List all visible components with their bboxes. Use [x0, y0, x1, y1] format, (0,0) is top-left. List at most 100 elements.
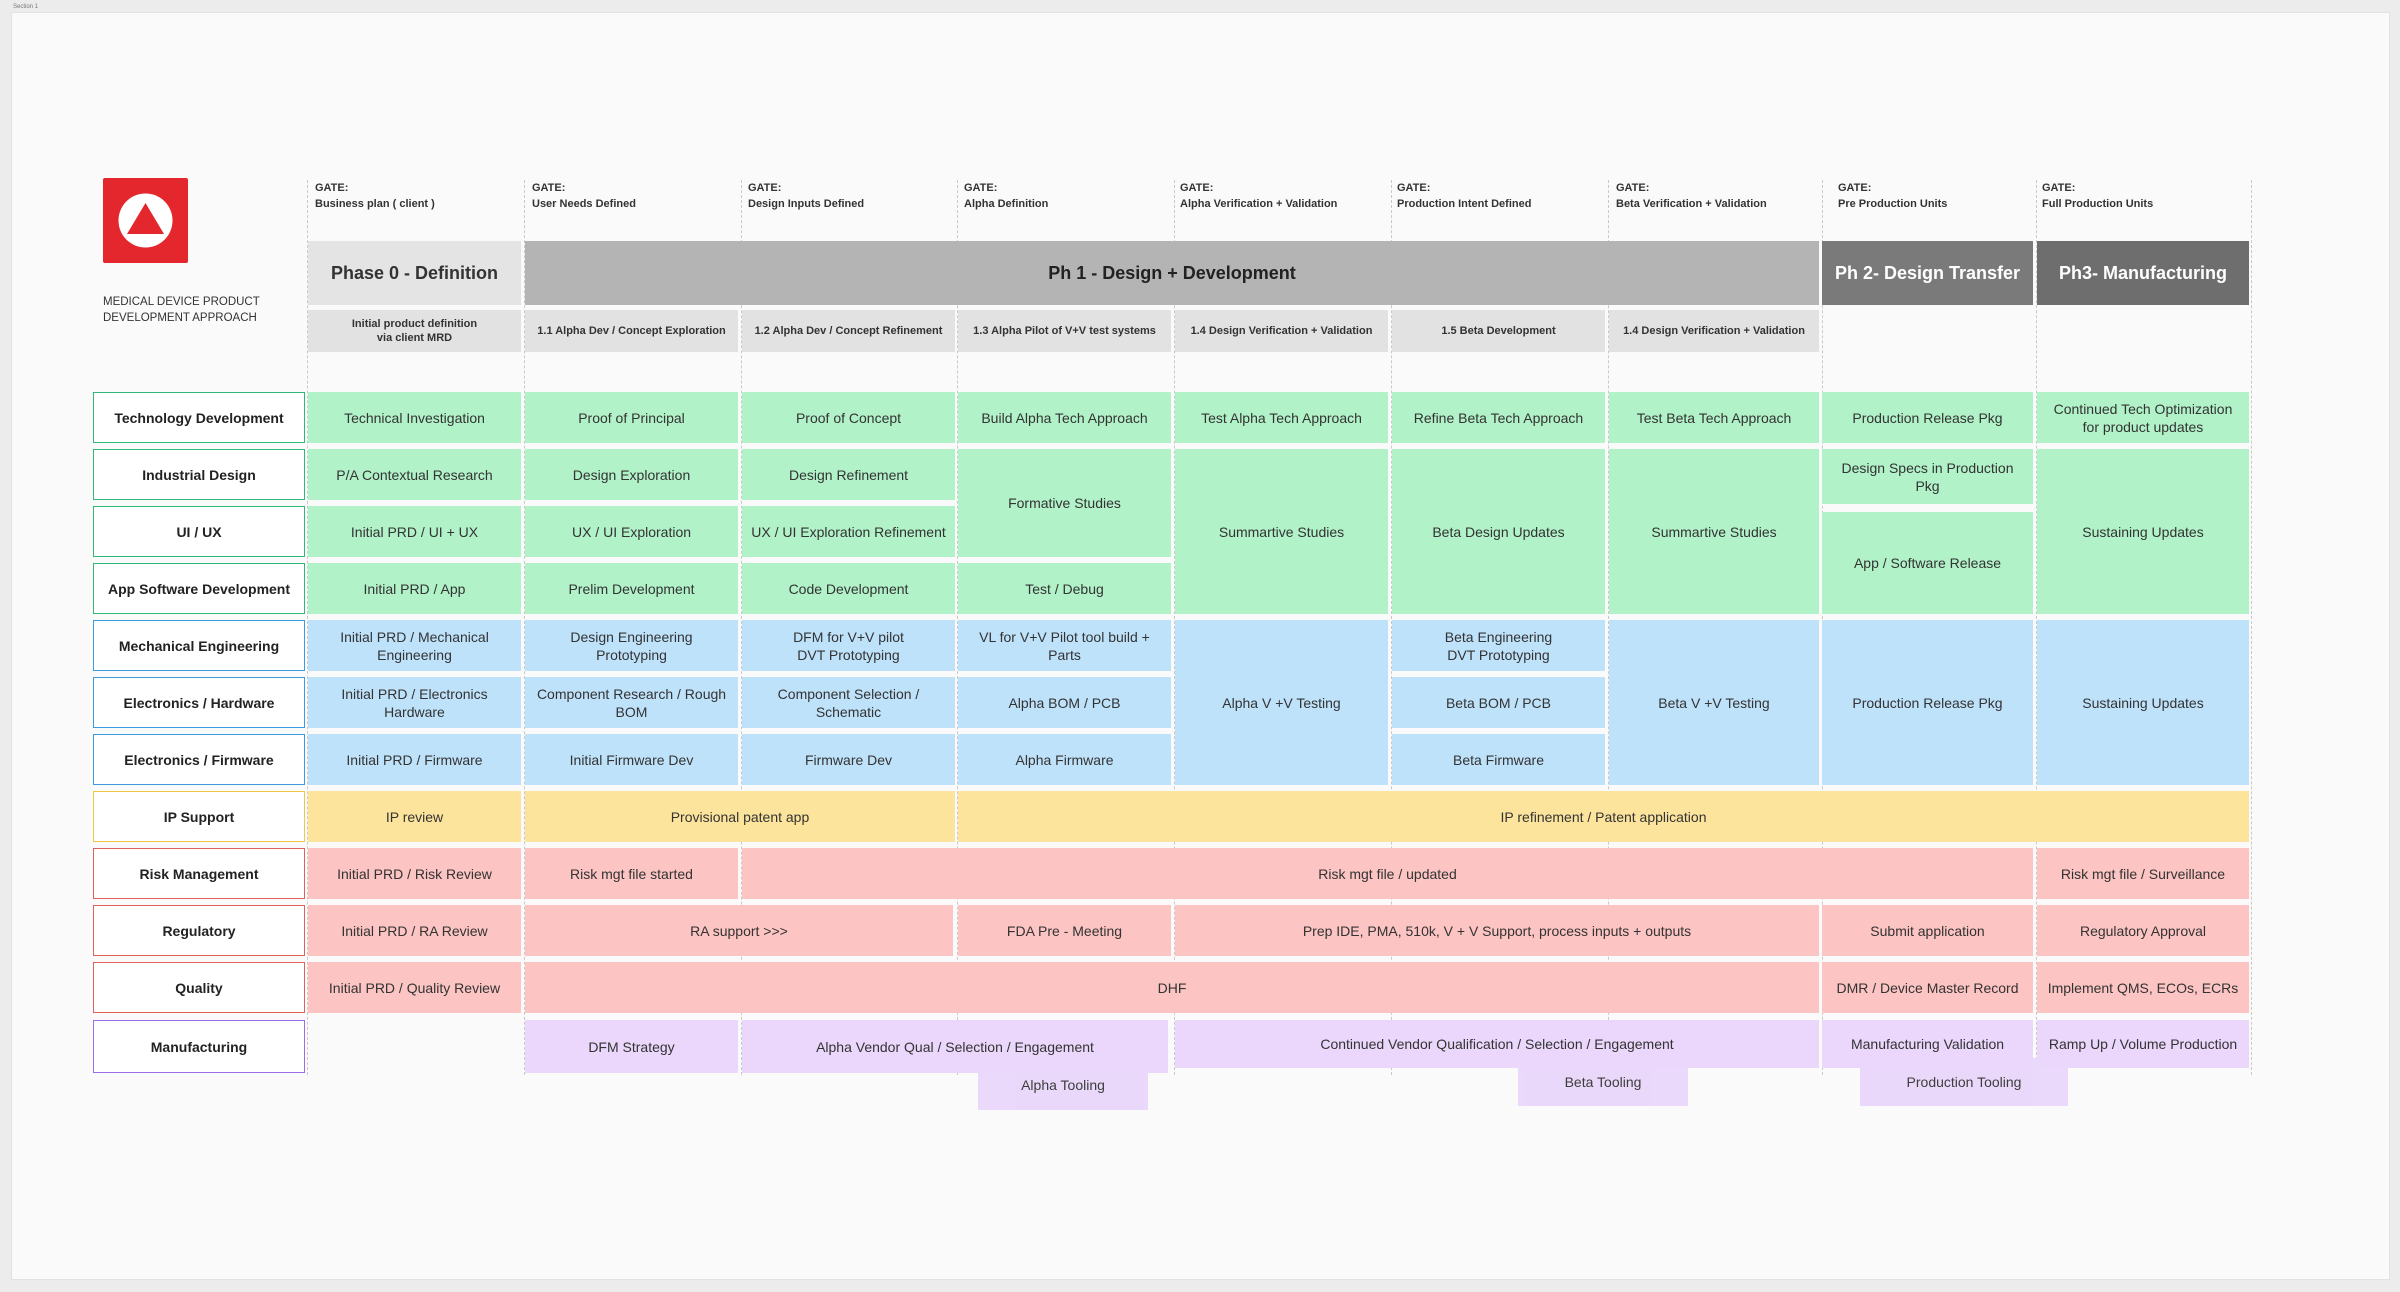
- task-cell: Design Specs in Production Pkg: [1822, 449, 2033, 504]
- gate: GATE: Design Inputs Defined: [748, 180, 958, 212]
- task-cell: Code Development: [742, 563, 955, 614]
- task-cell: Initial PRD / Electronics Hardware: [308, 677, 521, 728]
- task-cell: Initial PRD / UI + UX: [308, 506, 521, 557]
- gate-line: [741, 180, 742, 1075]
- row-label-mechanical-engineering: Mechanical Engineering: [93, 620, 305, 671]
- task-cell: Implement QMS, ECOs, ECRs: [2037, 962, 2249, 1013]
- task-cell: RA support >>>: [525, 905, 953, 956]
- task-cell: IP refinement / Patent application: [958, 791, 2249, 842]
- gate: GATE: Full Production Units: [2042, 180, 2242, 212]
- gate-name: Beta Verification + Validation: [1616, 198, 1767, 210]
- task-cell: Design Engineering Prototyping: [525, 620, 738, 671]
- task-cell: Initial PRD / Quality Review: [308, 962, 521, 1013]
- task-cell: Prep IDE, PMA, 510k, V + V Support, proc…: [1175, 905, 1819, 956]
- task-cell: IP review: [308, 791, 521, 842]
- task-cell: Alpha Firmware: [958, 734, 1171, 785]
- task-cell: Beta V +V Testing: [1609, 620, 1819, 785]
- gate-line: [1174, 180, 1175, 1075]
- gate: GATE: Production Intent Defined: [1397, 180, 1607, 212]
- gate: GATE: Pre Production Units: [1838, 180, 2038, 212]
- phase-header: Ph 2- Design Transfer: [1822, 241, 2033, 305]
- task-cell: Ramp Up / Volume Production: [2037, 1020, 2249, 1068]
- task-cell: Beta Design Updates: [1392, 449, 1605, 614]
- task-cell: Continued Vendor Qualification / Selecti…: [1175, 1020, 1819, 1068]
- gate-name: Full Production Units: [2042, 198, 2154, 210]
- gate-line: [2036, 180, 2037, 1075]
- task-cell: Firmware Dev: [742, 734, 955, 785]
- task-cell: DHF: [525, 962, 1819, 1013]
- task-cell: Beta BOM / PCB: [1392, 677, 1605, 728]
- task-cell: Initial PRD / RA Review: [308, 905, 521, 956]
- row-label-ip-support: IP Support: [93, 791, 305, 842]
- task-cell: DMR / Device Master Record: [1822, 962, 2033, 1013]
- task-cell: Regulatory Approval: [2037, 905, 2249, 956]
- task-cell: Beta Engineering DVT Prototyping: [1392, 620, 1605, 671]
- gate-label: GATE:: [1180, 182, 1214, 194]
- task-cell: Alpha BOM / PCB: [958, 677, 1171, 728]
- gate: GATE: Alpha Definition: [964, 180, 1174, 212]
- subphase-header: 1.5 Beta Development: [1392, 310, 1605, 352]
- task-cell: FDA Pre - Meeting: [958, 905, 1171, 956]
- row-label-ui-ux: UI / UX: [93, 506, 305, 557]
- phase-header: Phase 0 - Definition: [308, 241, 521, 305]
- gate-label: GATE:: [532, 182, 566, 194]
- task-cell: Formative Studies: [958, 449, 1171, 557]
- task-cell: VL for V+V Pilot tool build + Parts: [958, 620, 1171, 671]
- row-label-regulatory: Regulatory: [93, 905, 305, 956]
- task-cell: Technical Investigation: [308, 392, 521, 443]
- row-label-quality: Quality: [93, 962, 305, 1013]
- task-cell: Test / Debug: [958, 563, 1171, 614]
- task-cell: Provisional patent app: [525, 791, 955, 842]
- gate-line: [524, 180, 525, 1075]
- task-cell: Risk mgt file / updated: [742, 848, 2033, 899]
- gate-name: Alpha Definition: [964, 198, 1049, 210]
- gate-label: GATE:: [1397, 182, 1431, 194]
- subphase-header: Initial product definition via client MR…: [308, 310, 521, 352]
- task-cell: Sustaining Updates: [2037, 620, 2249, 785]
- task-cell: Production Release Pkg: [1822, 620, 2033, 785]
- task-cell: Initial PRD / App: [308, 563, 521, 614]
- task-cell: Risk mgt file / Surveillance: [2037, 848, 2249, 899]
- gate-name: User Needs Defined: [532, 198, 636, 210]
- task-cell: UX / UI Exploration Refinement: [742, 506, 955, 557]
- phase-header: Ph3- Manufacturing: [2037, 241, 2249, 305]
- tooling-note: Production Tooling: [1860, 1058, 2068, 1106]
- gate-name: Production Intent Defined: [1397, 198, 1532, 210]
- task-cell: Initial PRD / Mechanical Engineering: [308, 620, 521, 671]
- row-label-electronics-hardware: Electronics / Hardware: [93, 677, 305, 728]
- task-cell: Proof of Concept: [742, 392, 955, 443]
- task-cell: UX / UI Exploration: [525, 506, 738, 557]
- subphase-header: 1.4 Design Verification + Validation: [1175, 310, 1388, 352]
- task-cell: Submit application: [1822, 905, 2033, 956]
- gate-line: [1391, 180, 1392, 1075]
- row-label-manufacturing: Manufacturing: [93, 1020, 305, 1073]
- gate-name: Alpha Verification + Validation: [1180, 198, 1338, 210]
- row-label-industrial-design: Industrial Design: [93, 449, 305, 500]
- task-cell: Test Beta Tech Approach: [1609, 392, 1819, 443]
- task-cell: Refine Beta Tech Approach: [1392, 392, 1605, 443]
- row-label-app-software: App Software Development: [93, 563, 305, 614]
- gate: GATE: Beta Verification + Validation: [1616, 180, 1826, 212]
- task-cell: Initial PRD / Firmware: [308, 734, 521, 785]
- task-cell: Design Refinement: [742, 449, 955, 500]
- frame-tab[interactable]: Section 1: [13, 4, 39, 10]
- task-cell: Design Exploration: [525, 449, 738, 500]
- task-cell: Initial Firmware Dev: [525, 734, 738, 785]
- task-cell: DFM Strategy: [525, 1020, 738, 1073]
- phase-header: Ph 1 - Design + Development: [525, 241, 1819, 305]
- gate-label: GATE:: [964, 182, 998, 194]
- task-cell: Beta Firmware: [1392, 734, 1605, 785]
- task-cell: Prelim Development: [525, 563, 738, 614]
- gate-label: GATE:: [1838, 182, 1872, 194]
- task-cell: Summartive Studies: [1175, 449, 1388, 614]
- gate-line: [1608, 180, 1609, 1075]
- gate-name: Pre Production Units: [1838, 198, 1948, 210]
- gate: GATE: Business plan ( client ): [315, 180, 525, 212]
- task-cell: Proof of Principal: [525, 392, 738, 443]
- row-label-electronics-firmware: Electronics / Firmware: [93, 734, 305, 785]
- task-cell: Summartive Studies: [1609, 449, 1819, 614]
- row-label-technology-development: Technology Development: [93, 392, 305, 443]
- task-cell: App / Software Release: [1822, 512, 2033, 614]
- tooling-note: Alpha Tooling: [978, 1060, 1148, 1110]
